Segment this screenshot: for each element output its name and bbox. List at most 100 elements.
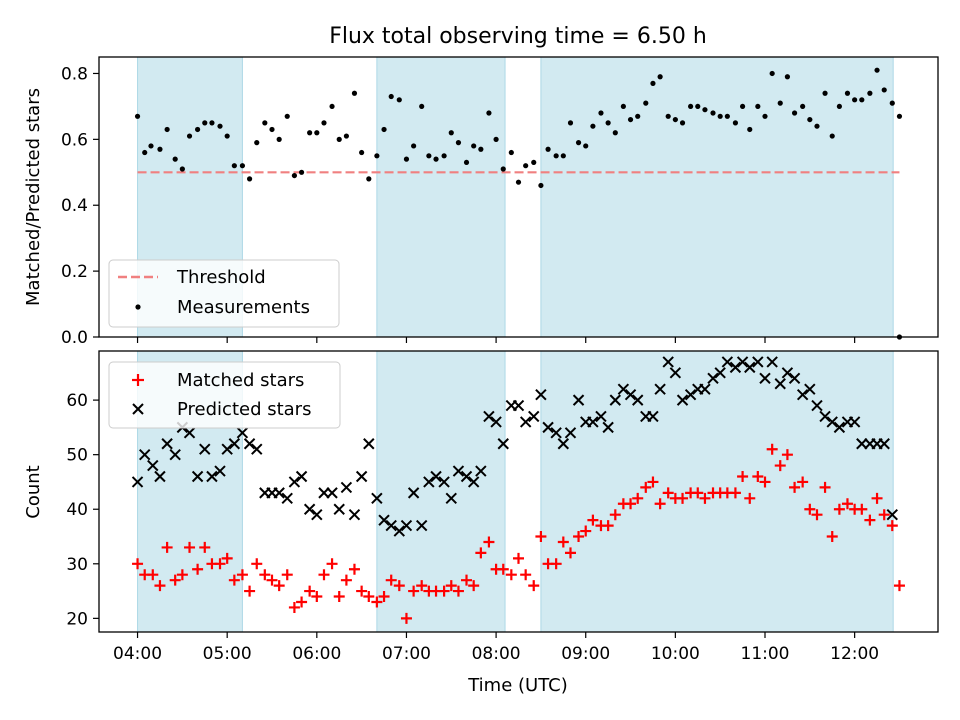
predicted-stars-point-94 — [826, 416, 838, 428]
matched-stars-point-34 — [378, 591, 390, 603]
predicted-stars-point-57 — [550, 427, 562, 439]
matched-stars-point-57 — [550, 558, 562, 570]
matched-stars-point-68 — [632, 492, 644, 504]
matched-stars-point-81 — [729, 487, 741, 499]
measurements-point-43 — [448, 130, 454, 136]
measurements-point-31 — [359, 149, 365, 156]
y-tick-label: 50 — [66, 446, 88, 466]
predicted-stars-point-36 — [393, 525, 405, 537]
measurements-point-32 — [366, 176, 372, 182]
measurements-point-79 — [717, 113, 723, 119]
measurements-point-29 — [343, 133, 349, 139]
matched-stars-point-25 — [311, 591, 323, 603]
shaded-interval-2 — [376, 350, 506, 633]
legend-measurements-label: Measurements — [177, 297, 310, 318]
measurements-point-25 — [314, 130, 320, 136]
predicted-stars-point-64 — [602, 421, 614, 434]
predicted-stars-point-84 — [752, 356, 764, 368]
predicted-stars-point-27 — [326, 487, 338, 499]
predicted-stars-point-53 — [519, 416, 532, 428]
matched-stars-point-103 — [893, 580, 905, 592]
predicted-stars-point-75 — [684, 388, 697, 401]
predicted-stars-point-78 — [707, 372, 719, 384]
measurements-point-38 — [411, 143, 417, 149]
measurements-point-96 — [844, 90, 851, 96]
matched-stars-point-4 — [154, 580, 166, 592]
predicted-stars-point-9 — [191, 470, 204, 483]
matched-stars-point-42 — [438, 585, 450, 597]
predicted-stars-point-72 — [662, 356, 674, 368]
matched-stars-point-72 — [662, 487, 674, 499]
predicted-stars-point-42 — [438, 476, 450, 488]
matched-stars-point-19 — [266, 574, 278, 586]
matched-stars-point-9 — [192, 563, 204, 575]
predicted-stars-point-92 — [811, 399, 823, 412]
matched-stars-point-28 — [333, 591, 345, 603]
predicted-stars-point-50 — [497, 438, 509, 450]
measurements-point-93 — [822, 90, 828, 96]
y-tick-label: 40 — [66, 500, 88, 520]
matched-stars-point-29 — [340, 574, 352, 586]
matched-stars-point-22 — [288, 601, 300, 613]
matched-stars-point-13 — [221, 552, 233, 564]
predicted-stars-point-91 — [804, 383, 816, 395]
predicted-stars-point-65 — [609, 394, 622, 406]
predicted-stars-point-70 — [647, 410, 659, 423]
count-panel: 04:00 05:00 06:00 07:00 08:00 09:00 10:00 11:00… — [23, 350, 939, 664]
measurements-point-35 — [388, 93, 394, 100]
count-panel-y-axis-label: Count — [23, 465, 44, 518]
measurements-point-59 — [567, 120, 574, 126]
measurements-point-15 — [239, 163, 246, 169]
matched-stars-point-100 — [871, 492, 883, 504]
matched-stars-point-5 — [161, 541, 173, 553]
measurements-point-1 — [134, 113, 141, 119]
matched-stars-point-60 — [573, 531, 585, 543]
measurements-point-60 — [575, 140, 582, 146]
shaded-interval-3 — [540, 350, 894, 633]
count-panel-marks — [132, 357, 905, 624]
matched-stars-point-58 — [557, 536, 569, 548]
predicted-stars-point-73 — [669, 367, 682, 379]
measurements-point-58 — [560, 153, 566, 159]
y-tick-label: 0.4 — [61, 196, 88, 216]
measurements-point-86 — [769, 70, 775, 77]
predicted-stars-point-23 — [295, 470, 308, 483]
measurements-point-39 — [419, 103, 425, 110]
ratio-panel-y-axis-label: Matched/Predicted stars — [23, 88, 44, 306]
count-panel-y-ticks: 20 30 40 50 60 — [66, 391, 99, 629]
measurements-point-70 — [650, 80, 656, 86]
ratio-panel-x-ticks — [136, 337, 856, 343]
matched-stars-point-7 — [176, 569, 188, 581]
matched-stars-point-53 — [520, 569, 532, 581]
measurements-point-17 — [254, 140, 260, 146]
matched-stars-point-84 — [752, 470, 764, 482]
matched-stars-point-54 — [528, 580, 540, 592]
measurements-point-72 — [665, 113, 671, 119]
matched-stars-point-21 — [281, 569, 293, 581]
count-panel-legend: Matched stars Predicted stars — [108, 361, 341, 429]
matched-stars-point-52 — [513, 552, 524, 564]
matched-stars-point-26 — [318, 569, 330, 581]
matched-stars-point-70 — [647, 476, 659, 488]
predicted-stars-point-38 — [407, 487, 420, 499]
matched-stars-point-44 — [452, 585, 464, 597]
predicted-stars-point-35 — [385, 519, 397, 532]
matched-stars-point-43 — [445, 580, 457, 592]
matched-stars-point-23 — [296, 596, 308, 608]
measurements-point-102 — [889, 100, 895, 106]
measurements-point-73 — [672, 116, 678, 123]
matched-stars-point-3 — [147, 569, 159, 581]
measurements-point-75 — [688, 103, 694, 110]
matched-stars-point-31 — [356, 585, 368, 597]
predicted-stars-point-22 — [288, 476, 301, 488]
predicted-stars-point-20 — [273, 487, 285, 499]
measurements-point-65 — [612, 130, 618, 136]
matched-stars-point-51 — [505, 569, 517, 581]
measurements-point-9 — [195, 126, 201, 133]
measurements-point-68 — [635, 113, 641, 119]
legend-predicted-label: Predicted stars — [177, 399, 311, 420]
measurements-point-24 — [307, 130, 313, 136]
matched-stars-point-102 — [886, 520, 898, 532]
predicted-stars-point-43 — [445, 492, 457, 505]
predicted-stars-point-95 — [833, 421, 846, 434]
